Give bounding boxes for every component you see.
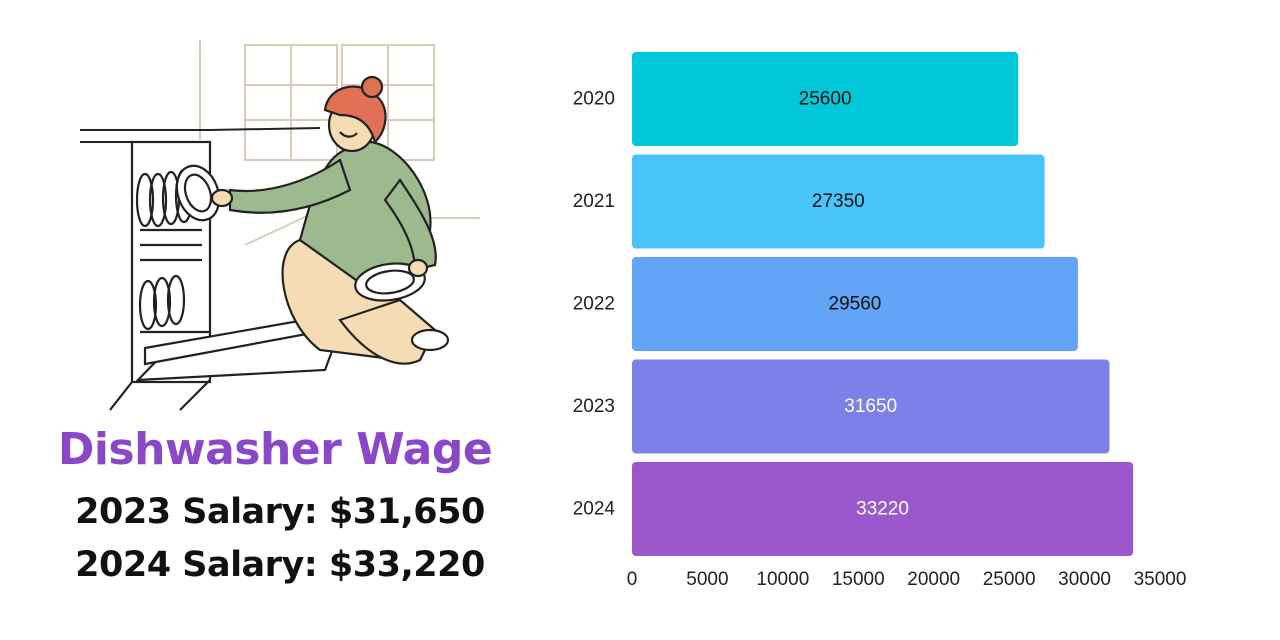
- bar-2023: [632, 359, 1110, 454]
- woman-icon: [210, 75, 450, 365]
- salary-2024-text: 2024 Salary: $33,220: [75, 545, 485, 585]
- y-label-2021: 2021: [573, 191, 615, 212]
- bar-2020: [632, 52, 1019, 146]
- data-label-2020: 25600: [799, 89, 852, 110]
- x-tick-5000: 5000: [686, 569, 728, 590]
- page-title: Dishwasher Wage: [57, 424, 493, 475]
- bar-2024: [632, 462, 1134, 556]
- y-axis-labels: 2020 2021 2022 2023 2024: [573, 89, 616, 520]
- salary-2023-text: 2023 Salary: $31,650: [75, 492, 485, 532]
- y-label-2020: 2020: [573, 89, 615, 110]
- bar-2021: [632, 154, 1045, 249]
- y-label-2024: 2024: [573, 499, 616, 520]
- plate-icon: [175, 164, 221, 222]
- x-tick-10000: 10000: [756, 569, 809, 590]
- y-label-2023: 2023: [573, 396, 615, 417]
- dishwasher-illustration: [80, 40, 480, 411]
- x-tick-15000: 15000: [832, 569, 885, 590]
- x-tick-35000: 35000: [1134, 569, 1187, 590]
- data-label-2022: 29560: [829, 294, 882, 315]
- data-label-2021: 27350: [812, 191, 865, 212]
- x-tick-20000: 20000: [907, 569, 960, 590]
- bar-2022: [632, 257, 1078, 351]
- x-tick-0: 0: [627, 569, 638, 590]
- data-label-2024: 33220: [856, 499, 909, 520]
- data-label-2023: 31650: [844, 396, 897, 417]
- x-axis-ticks: 0 5000 10000 15000 20000 25000 30000 35000: [627, 569, 1187, 590]
- dishwasher-icon: [109, 140, 352, 411]
- bars-layer: 25600 27350 29560 31650 33220: [632, 52, 1134, 556]
- y-label-2022: 2022: [573, 294, 615, 315]
- x-tick-25000: 25000: [983, 569, 1036, 590]
- x-tick-30000: 30000: [1058, 569, 1111, 590]
